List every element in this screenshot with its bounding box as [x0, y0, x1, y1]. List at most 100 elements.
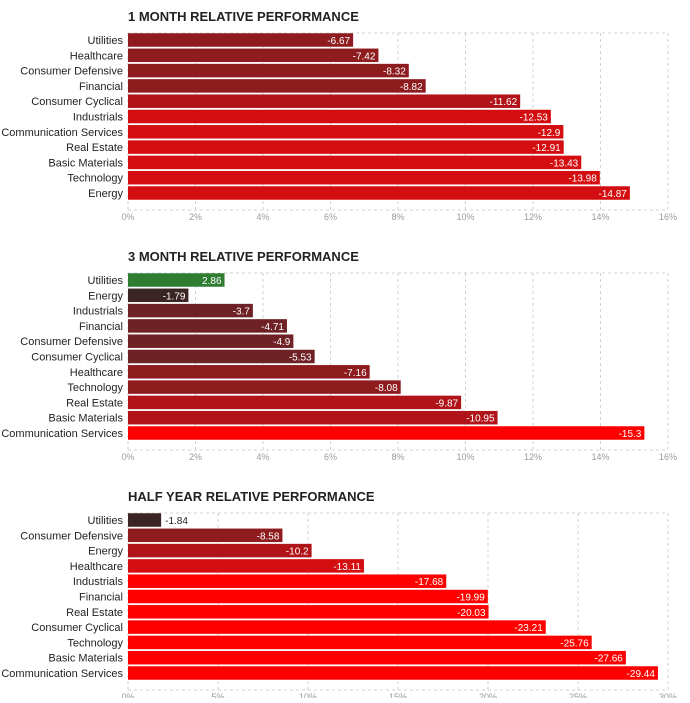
x-tick-label: 25%	[569, 692, 587, 698]
category-label: Utilities	[88, 515, 124, 527]
category-label: Technology	[67, 637, 123, 649]
x-tick-label: 5%	[211, 692, 224, 698]
bar	[128, 543, 312, 558]
data-label: -4.9	[273, 337, 291, 348]
bar	[128, 574, 447, 588]
x-tick-label: 10%	[456, 452, 474, 462]
bar	[128, 170, 600, 185]
chart-1: 3 MONTH RELATIVE PERFORMANCE 0% 2% 4% 6% 8% 10…	[1, 249, 677, 462]
bar	[128, 319, 287, 333]
x-tick-label: 16%	[659, 212, 677, 222]
data-label: -20.03	[457, 608, 486, 619]
category-label: Industrials	[73, 112, 124, 124]
data-label: -10.95	[466, 414, 495, 425]
data-label: -27.66	[595, 654, 624, 665]
category-label: Communication Services	[1, 428, 123, 440]
x-tick-label: 12%	[524, 452, 542, 462]
x-tick-label: 8%	[391, 452, 404, 462]
bar	[128, 63, 409, 78]
data-label: -5.53	[289, 353, 312, 364]
data-label: -13.43	[550, 158, 579, 169]
x-tick-label: 0%	[121, 452, 134, 462]
category-label: Healthcare	[70, 367, 123, 379]
bar	[128, 33, 354, 47]
bar	[128, 426, 645, 440]
bar	[128, 620, 546, 634]
x-tick-label: 0%	[121, 692, 134, 698]
bar	[128, 186, 630, 200]
x-tick-label: 10%	[456, 212, 474, 222]
bar	[128, 94, 521, 108]
category-label: Industrials	[73, 306, 124, 318]
data-label: -12.91	[532, 143, 561, 154]
bar	[128, 273, 225, 287]
data-label: -9.87	[435, 398, 458, 409]
category-label: Energy	[88, 188, 123, 200]
x-tick-label: 14%	[591, 212, 609, 222]
data-label: -8.08	[375, 383, 398, 394]
category-label: Energy	[88, 290, 123, 302]
bar	[128, 79, 426, 93]
x-tick-label: 4%	[256, 212, 269, 222]
data-label: 2.86	[202, 276, 222, 287]
chart-title: 3 MONTH RELATIVE PERFORMANCE	[128, 249, 359, 264]
bar	[128, 635, 592, 650]
bar	[128, 666, 658, 680]
x-tick-label: 0%	[121, 212, 134, 222]
bar	[128, 410, 498, 425]
data-label: -1.84	[165, 516, 188, 527]
data-label: -8.82	[400, 82, 423, 93]
x-tick-label: 2%	[189, 452, 202, 462]
category-label: Real Estate	[66, 397, 123, 409]
bar	[128, 650, 626, 665]
bar	[128, 513, 162, 527]
data-label: -1.79	[163, 291, 186, 302]
data-label: -12.9	[538, 128, 561, 139]
bar	[128, 349, 315, 364]
bar	[128, 109, 551, 124]
x-tick-label: 20%	[479, 692, 497, 698]
x-tick-label: 10%	[299, 692, 317, 698]
category-label: Utilities	[88, 275, 124, 287]
category-label: Consumer Defensive	[20, 66, 123, 78]
category-label: Real Estate	[66, 142, 123, 154]
data-label: -23.21	[514, 623, 543, 634]
data-label: -12.53	[520, 113, 549, 124]
bar	[128, 334, 294, 348]
category-label: Industrials	[73, 576, 124, 588]
x-tick-label: 6%	[324, 212, 337, 222]
bar	[128, 288, 189, 303]
x-tick-label: 4%	[256, 452, 269, 462]
category-label: Consumer Defensive	[20, 530, 123, 542]
bar	[128, 605, 489, 619]
data-label: -10.2	[286, 547, 309, 558]
data-label: -14.87	[599, 189, 628, 200]
bar	[128, 380, 401, 394]
category-label: Financial	[79, 321, 123, 333]
data-label: -3.7	[233, 307, 251, 318]
category-label: Consumer Cyclical	[31, 352, 123, 364]
x-tick-label: 14%	[591, 452, 609, 462]
data-label: -8.58	[257, 531, 280, 542]
category-label: Utilities	[88, 35, 124, 47]
bar	[128, 365, 370, 379]
category-label: Technology	[67, 382, 123, 394]
x-tick-label: 2%	[189, 212, 202, 222]
data-label: -7.16	[344, 368, 367, 379]
x-tick-label: 8%	[391, 212, 404, 222]
data-label: -8.32	[383, 67, 406, 78]
bar	[128, 140, 564, 154]
data-label: -11.62	[490, 97, 518, 108]
data-label: -7.42	[353, 51, 376, 62]
chart-2: HALF YEAR RELATIVE PERFORMANCE 0% 5% 10% 15%…	[1, 489, 677, 702]
category-label: Healthcare	[70, 561, 123, 573]
chart-title: 1 MONTH RELATIVE PERFORMANCE	[128, 9, 359, 24]
category-label: Real Estate	[66, 607, 123, 619]
category-label: Financial	[79, 81, 123, 93]
category-label: Technology	[67, 173, 123, 185]
x-tick-label: 6%	[324, 452, 337, 462]
chart-0: 1 MONTH RELATIVE PERFORMANCE 0% 2% 4% 6% 8% 10…	[1, 9, 677, 222]
x-tick-label: 16%	[659, 452, 677, 462]
